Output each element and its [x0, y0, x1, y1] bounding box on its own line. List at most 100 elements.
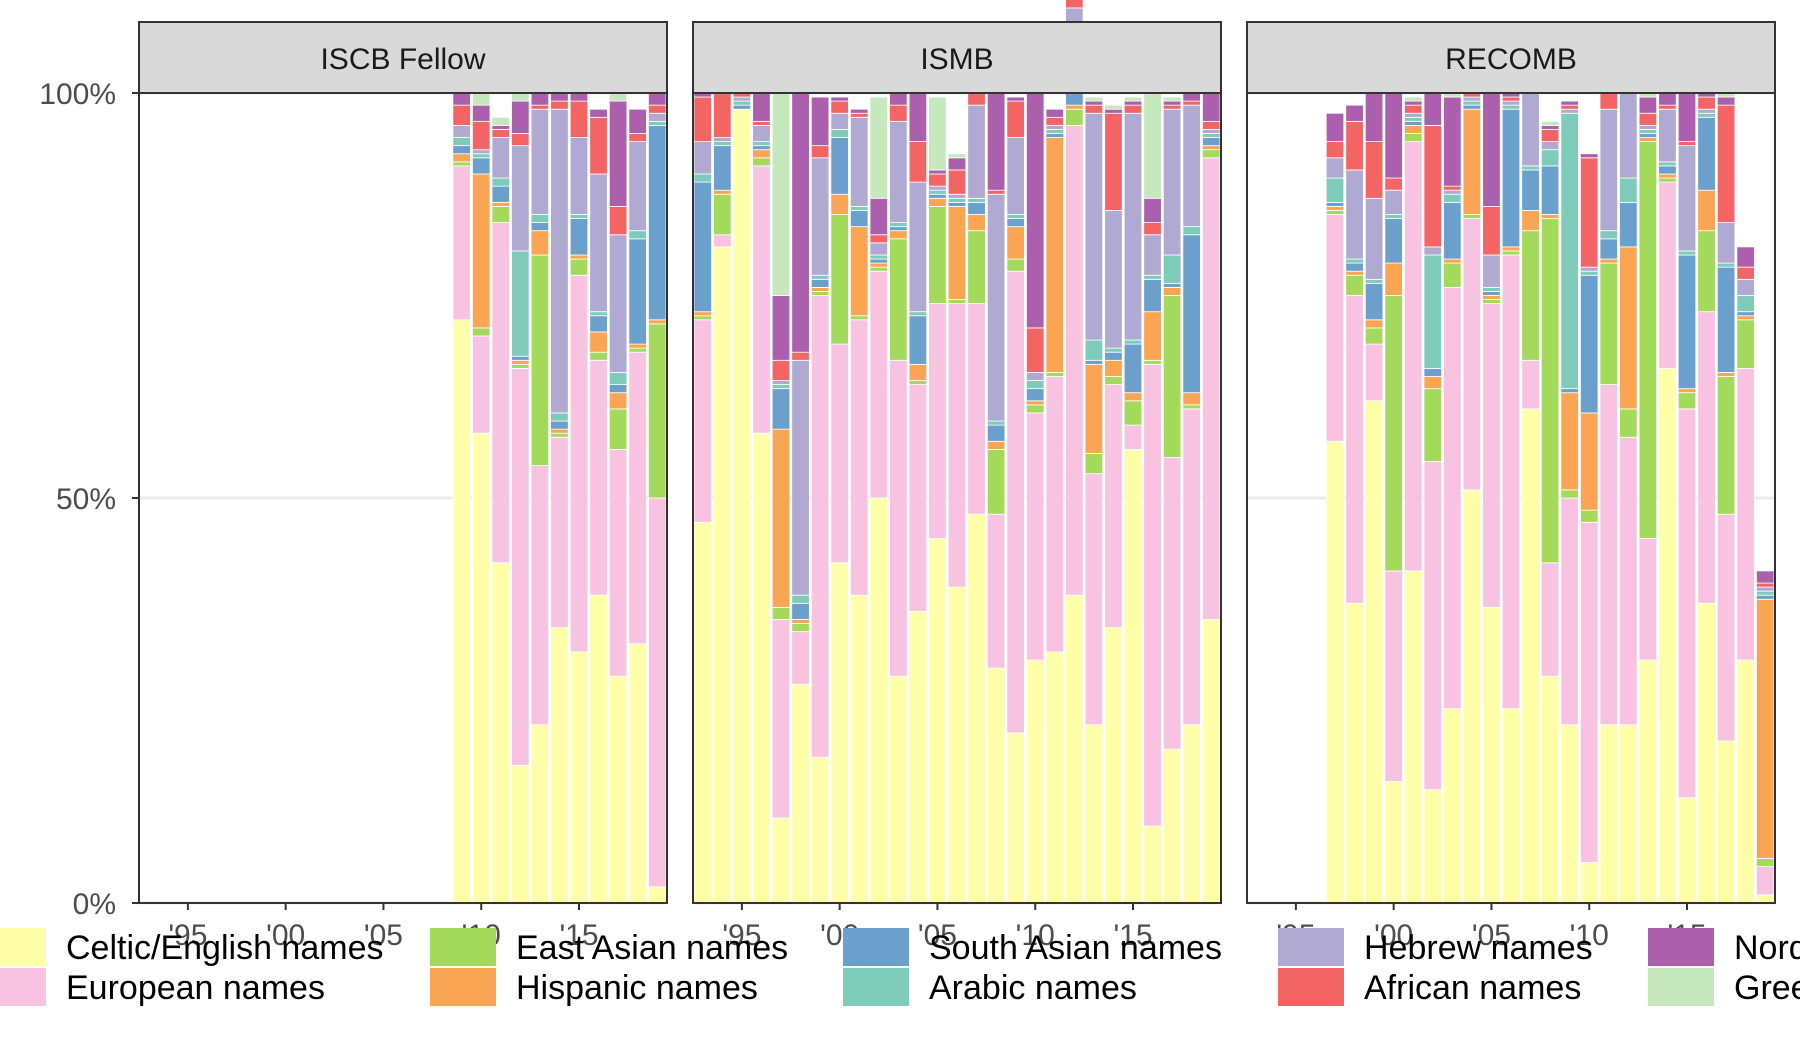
- bar-segment: [1123, 100, 1143, 106]
- bar-segment: [1084, 473, 1104, 726]
- bar-segment: [1501, 254, 1521, 710]
- bar-segment: [628, 141, 647, 232]
- bar-segment: [1404, 120, 1423, 126]
- bar-segment: [1084, 363, 1104, 454]
- bar-segment: [752, 157, 771, 167]
- bar-segment: [1026, 327, 1045, 373]
- bar-segment: [1462, 108, 1482, 215]
- bar-segment: [1736, 319, 1755, 369]
- bar-segment: [1182, 100, 1201, 106]
- bar-segment: [791, 602, 810, 620]
- bar-segment: [1006, 732, 1025, 904]
- bar-segment: [1045, 133, 1064, 138]
- bar-segment: [752, 432, 771, 904]
- bar-segment: [1462, 104, 1482, 110]
- facet-strip: [138, 21, 668, 94]
- bar-segment: [908, 141, 928, 183]
- legend-key: [1278, 928, 1344, 966]
- bar-segment: [589, 594, 608, 904]
- bar-segment: [1045, 651, 1064, 904]
- x-tick-label: '95: [168, 919, 207, 952]
- bar-segment: [967, 230, 986, 304]
- bar-segment: [1104, 108, 1123, 114]
- legend-key: [430, 968, 496, 1006]
- bar-segment: [1364, 278, 1384, 284]
- bar-segment: [1143, 278, 1162, 313]
- bar-segment: [928, 173, 947, 187]
- bar-segment: [628, 643, 647, 904]
- bar-segment: [869, 234, 888, 244]
- bar-segment: [1423, 246, 1442, 256]
- legend-item: African names: [1278, 968, 1581, 1007]
- bar-segment: [1560, 104, 1579, 110]
- bar-segment: [1104, 351, 1123, 361]
- bar-segment: [511, 359, 530, 365]
- bar-segment: [967, 214, 986, 232]
- bar-segment: [1104, 104, 1123, 110]
- bar-segment: [908, 380, 928, 385]
- bar-segment: [928, 189, 947, 195]
- bar-segment: [1462, 489, 1482, 904]
- bar-segment: [1202, 92, 1221, 122]
- bar-segment: [1540, 120, 1560, 126]
- facet-strip-label: ISCB Fellow: [320, 43, 485, 76]
- bar-segment: [1182, 392, 1201, 406]
- bar-segment: [693, 173, 712, 183]
- bar-segment: [1162, 457, 1182, 750]
- bar-segment: [608, 408, 628, 450]
- bar-segment: [1364, 319, 1384, 329]
- legend-label: European names: [66, 969, 325, 1007]
- bar-segment: [830, 100, 849, 114]
- bar-segment: [452, 137, 471, 147]
- legend-label: East Asian names: [516, 929, 788, 967]
- bar-segment: [1045, 372, 1064, 377]
- bar-segment: [1482, 606, 1501, 904]
- bar-segment: [511, 363, 530, 369]
- bar-segment: [713, 193, 732, 236]
- bar-segment: [1423, 92, 1442, 126]
- bar-segment: [1345, 120, 1364, 171]
- facet-panel: RECOMB'95'00'05'10'15: [1246, 21, 1776, 952]
- bar-segment: [1619, 246, 1638, 410]
- bar-segment: [986, 513, 1006, 669]
- bar-segment: [1658, 104, 1677, 110]
- bar-segment: [608, 372, 628, 386]
- bar-segment: [1540, 141, 1560, 151]
- bar-segment: [472, 432, 491, 904]
- bar-segment: [1345, 169, 1364, 260]
- bar-segment: [1123, 339, 1143, 345]
- bar-segment: [889, 226, 908, 232]
- bar-segment: [1202, 619, 1221, 904]
- bar-segment: [869, 266, 888, 272]
- bar-segment: [1404, 141, 1423, 572]
- bar-segment: [1162, 286, 1182, 296]
- legend-label: Hebrew names: [1364, 929, 1593, 967]
- x-tick-label: '10: [1570, 919, 1609, 952]
- bar-segment: [1345, 295, 1364, 604]
- bar-segment: [1482, 254, 1501, 288]
- bar-segment: [608, 675, 628, 904]
- bar-segment: [530, 104, 550, 110]
- bar-segment: [550, 100, 569, 110]
- bar-segment: [986, 193, 1006, 422]
- bar-segment: [1658, 161, 1677, 167]
- bar-segment: [1638, 129, 1658, 134]
- bar-segment: [1182, 724, 1201, 904]
- bar-segment: [1716, 266, 1736, 373]
- bar-segment: [1443, 185, 1462, 191]
- bar-segment: [1540, 562, 1560, 677]
- bar-segment: [908, 384, 928, 612]
- bar-segment: [947, 153, 967, 159]
- bar-segment: [908, 311, 928, 317]
- bar-segment: [1162, 100, 1182, 106]
- bar-segment: [1006, 96, 1025, 102]
- y-axis: 0% 50% 100%: [39, 78, 139, 921]
- bar-segment: [1006, 100, 1025, 138]
- bar-segment: [810, 291, 830, 296]
- bar-segment: [1026, 412, 1045, 661]
- bar-segment: [810, 278, 830, 288]
- bar-segment: [1006, 214, 1025, 219]
- bar-segment: [628, 230, 647, 240]
- bar-segment: [1123, 104, 1143, 114]
